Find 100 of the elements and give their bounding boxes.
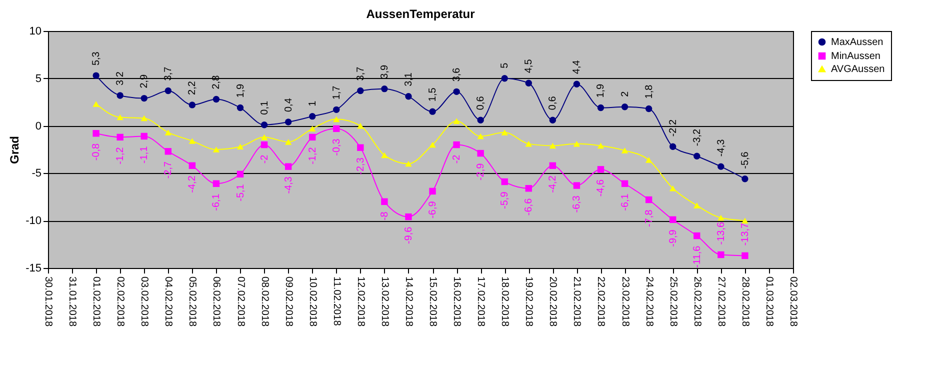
point <box>405 160 412 167</box>
data-label: 0,6 <box>548 96 559 110</box>
data-label: -4,2 <box>187 175 198 193</box>
data-label: 1,7 <box>331 85 342 100</box>
data-label: -4,3 <box>283 176 294 194</box>
point <box>333 125 340 132</box>
data-label: 3,9 <box>379 64 390 79</box>
data-label: -2 <box>259 154 270 164</box>
x-tick-label: 08.02.2018 <box>258 276 270 327</box>
point <box>573 182 580 189</box>
point <box>284 118 292 126</box>
legend-label: AVGAussen <box>831 64 885 75</box>
x-tick-label: 16.02.2018 <box>451 276 462 327</box>
point <box>212 146 220 152</box>
x-tick-label: 20.02.2018 <box>547 276 558 327</box>
point <box>381 198 388 205</box>
point <box>405 213 412 220</box>
data-label: -11,6 <box>692 245 703 268</box>
point <box>260 122 268 128</box>
x-tick-label: 23.02.2018 <box>619 276 630 327</box>
x-tick-label: 02.03.2018 <box>788 276 798 327</box>
x-tick-label: 27.02.2018 <box>715 276 726 327</box>
point <box>164 87 172 94</box>
point <box>309 134 316 141</box>
point <box>164 148 172 155</box>
x-tick-label: 01.02.2018 <box>90 276 102 327</box>
point <box>573 140 580 147</box>
data-label: 1,9 <box>596 83 607 98</box>
point <box>260 134 268 140</box>
point <box>573 80 580 88</box>
point <box>188 138 196 144</box>
data-label: -13,7 <box>740 222 751 246</box>
data-label: 2 <box>620 90 631 97</box>
point <box>525 140 532 147</box>
point <box>429 108 436 115</box>
point <box>188 102 196 108</box>
data-label: 5 <box>500 62 511 68</box>
point <box>164 130 172 136</box>
point <box>453 141 460 148</box>
x-tick-label: 05.02.2018 <box>186 276 198 327</box>
x-tick-label: 13.02.2018 <box>378 276 390 327</box>
point <box>333 116 340 122</box>
data-label: -1,1 <box>139 146 150 164</box>
point <box>501 178 508 186</box>
data-label: -8 <box>379 211 390 221</box>
point <box>212 96 220 103</box>
point <box>284 163 292 170</box>
x-tick-label: 07.02.2018 <box>234 276 246 327</box>
point <box>212 180 220 187</box>
data-label: 2,2 <box>187 80 198 95</box>
data-label: 1,9 <box>235 83 246 98</box>
y-tick-label: 10 <box>29 26 42 38</box>
x-tick-label: 03.02.2018 <box>138 276 150 327</box>
point <box>92 101 100 107</box>
data-label: -2,9 <box>476 162 487 181</box>
point <box>188 162 196 169</box>
x-tick-label: 26.02.2018 <box>691 276 702 327</box>
point <box>645 105 652 112</box>
point <box>92 130 100 137</box>
point <box>501 130 508 136</box>
y-tick-label: -15 <box>26 262 42 274</box>
y-axis-title: Grad <box>8 136 22 164</box>
point <box>309 126 316 132</box>
x-tick-label: 02.02.2018 <box>114 276 126 327</box>
x-tick-label: 24.02.2018 <box>643 276 654 327</box>
point <box>742 218 748 224</box>
data-label: 1,5 <box>428 87 439 102</box>
point <box>309 112 316 120</box>
x-tick-label: 28.02.2018 <box>739 276 750 327</box>
point <box>453 88 460 96</box>
point <box>669 216 676 224</box>
legend-label: MaxAussen <box>831 37 884 48</box>
data-label: -0,8 <box>91 142 102 161</box>
data-label: -6,6 <box>524 198 535 216</box>
point <box>742 176 748 182</box>
data-label: -5,9 <box>500 191 511 209</box>
data-label: -2 <box>452 154 463 164</box>
data-label: -6,9 <box>428 200 439 218</box>
data-label: -5,1 <box>235 184 246 202</box>
point <box>549 116 556 124</box>
point <box>381 85 388 92</box>
x-tick-label: 22.02.2018 <box>595 276 606 327</box>
point <box>621 180 628 187</box>
y-tick-label: 0 <box>35 120 42 132</box>
point <box>645 157 652 163</box>
point <box>718 163 724 170</box>
point <box>742 252 748 260</box>
point <box>357 87 364 94</box>
x-tick-label: 06.02.2018 <box>210 276 222 327</box>
point <box>116 114 124 120</box>
x-tick-label: 31.01.2018 <box>66 276 78 327</box>
point <box>477 150 484 157</box>
x-tick-label: 10.02.2018 <box>306 276 318 327</box>
data-label: -4,6 <box>596 178 607 197</box>
data-label: 3,1 <box>403 72 414 86</box>
point <box>333 106 340 114</box>
point <box>236 104 244 112</box>
data-label: -2,7 <box>163 160 174 179</box>
point <box>694 202 700 208</box>
data-label: -6,1 <box>211 193 222 211</box>
